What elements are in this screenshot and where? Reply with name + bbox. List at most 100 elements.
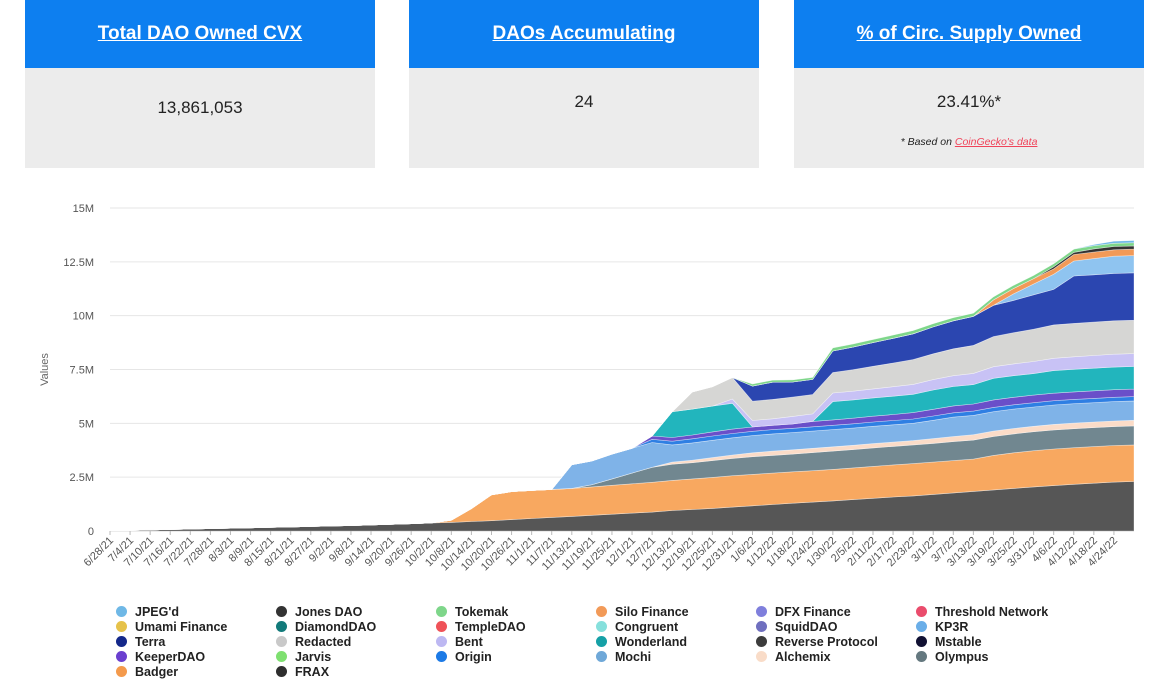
legend-label: Mochi <box>615 649 652 664</box>
stacked-area-chart: 0 2.5M 5M 7.5M 10M 12.5M 15M 6/28/217/4/217/10… <box>39 203 1135 573</box>
stat-card-circ-supply: % of Circ. Supply Owned 23.41%* * Based … <box>794 0 1144 168</box>
total-cvx-value: 13,861,053 <box>157 98 243 117</box>
legend-label: Jones DAO <box>295 604 363 619</box>
legend-label: Jarvis <box>295 649 332 664</box>
legend-item-jpeg-d[interactable]: JPEG'd <box>116 604 179 619</box>
legend-swatch <box>756 621 767 632</box>
daos-accumulating-title-link[interactable]: DAOs Accumulating <box>492 23 676 44</box>
y-axis-label: Values <box>39 353 51 386</box>
legend-label: Terra <box>135 634 166 649</box>
legend-label: Origin <box>455 649 492 664</box>
x-axis: 6/28/217/4/217/10/217/16/217/22/217/28/2… <box>82 531 1120 573</box>
legend-swatch <box>916 651 927 662</box>
legend-swatch <box>436 636 447 647</box>
legend-swatch <box>596 606 607 617</box>
circ-supply-value: 23.41%* <box>936 92 1002 111</box>
legend-label: Threshold Network <box>935 604 1049 619</box>
legend-label: KeeperDAO <box>135 649 206 664</box>
legend-swatch <box>596 636 607 647</box>
legend-label: Umami Finance <box>135 619 228 634</box>
y-tick-label: 10M <box>73 311 94 323</box>
legend-swatch <box>916 606 927 617</box>
legend-swatch <box>916 636 927 647</box>
total-cvx-title-link[interactable]: Total DAO Owned CVX <box>97 23 303 44</box>
legend-swatch <box>276 651 287 662</box>
stat-card-header: % of Circ. Supply Owned <box>794 0 1144 68</box>
stat-card-header: Total DAO Owned CVX <box>25 0 375 68</box>
legend-swatch <box>596 651 607 662</box>
legend-label: Tokemak <box>455 604 509 619</box>
legend-item-jarvis[interactable]: Jarvis <box>276 649 331 664</box>
legend-swatch <box>436 651 447 662</box>
y-tick-label: 12.5M <box>63 257 94 269</box>
legend-label: SquidDAO <box>775 619 838 634</box>
legend-item-mochi[interactable]: Mochi <box>596 649 651 664</box>
stat-card-daos-accumulating: DAOs Accumulating 24 <box>409 0 759 168</box>
legend-swatch <box>116 651 127 662</box>
legend-swatch <box>276 636 287 647</box>
legend-label: Congruent <box>615 619 679 634</box>
legend-label: FRAX <box>295 664 330 679</box>
legend-item-badger[interactable]: Badger <box>116 664 178 679</box>
legend-item-alchemix[interactable]: Alchemix <box>756 649 831 664</box>
legend-swatch <box>756 651 767 662</box>
circ-supply-note-prefix: * Based on <box>900 136 955 148</box>
legend-item-jones-dao[interactable]: Jones DAO <box>276 604 362 619</box>
circ-supply-note: * Based on CoinGecko's data <box>794 136 1144 148</box>
legend-item-umami-finance[interactable]: Umami Finance <box>116 619 227 634</box>
legend-item-origin[interactable]: Origin <box>436 649 492 664</box>
legend-swatch <box>436 621 447 632</box>
legend-item-redacted[interactable]: Redacted <box>276 634 351 649</box>
y-tick-label: 15M <box>73 203 94 215</box>
legend-item-keeperdao[interactable]: KeeperDAO <box>116 649 205 664</box>
legend-label: Badger <box>135 664 179 679</box>
legend-swatch <box>596 621 607 632</box>
legend-swatch <box>436 606 447 617</box>
stat-card-header: DAOs Accumulating <box>409 0 759 68</box>
circ-supply-title-link[interactable]: % of Circ. Supply Owned <box>856 23 1082 44</box>
y-tick-label: 5M <box>79 418 94 430</box>
legend-label: Redacted <box>295 634 352 649</box>
legend-swatch <box>116 606 127 617</box>
legend-item-templedao[interactable]: TempleDAO <box>436 619 526 634</box>
legend-item-silo-finance[interactable]: Silo Finance <box>596 604 689 619</box>
stat-card-total-cvx: Total DAO Owned CVX 13,861,053 <box>25 0 375 168</box>
legend-label: DiamondDAO <box>295 619 377 634</box>
legend-swatch <box>916 621 927 632</box>
legend-item-tokemak[interactable]: Tokemak <box>436 604 508 619</box>
legend-swatch <box>756 606 767 617</box>
legend-item-terra[interactable]: Terra <box>116 634 165 649</box>
legend-label: Reverse Protocol <box>775 634 878 649</box>
legend-item-kp3r[interactable]: KP3R <box>916 619 968 634</box>
coingecko-link[interactable]: CoinGecko's data <box>954 136 1038 148</box>
area-series-jpeg-d[interactable] <box>109 240 1135 531</box>
legend-item-bent[interactable]: Bent <box>436 634 483 649</box>
gridlines <box>110 207 1134 532</box>
legend-label: Wonderland <box>615 634 687 649</box>
legend-swatch <box>116 621 127 632</box>
area-series-layer <box>109 240 1135 532</box>
legend-swatch <box>276 606 287 617</box>
legend-item-frax[interactable]: FRAX <box>276 664 329 679</box>
legend-item-congruent[interactable]: Congruent <box>596 619 678 634</box>
legend-label: Alchemix <box>775 649 831 664</box>
legend-item-squiddao[interactable]: SquidDAO <box>756 619 838 634</box>
legend-swatch <box>756 636 767 647</box>
legend-item-threshold-network[interactable]: Threshold Network <box>916 604 1048 619</box>
y-tick-label: 7.5M <box>70 365 94 377</box>
legend-swatch <box>276 621 287 632</box>
legend-label: Silo Finance <box>615 604 689 619</box>
legend-label: TempleDAO <box>455 619 526 634</box>
legend-item-wonderland[interactable]: Wonderland <box>596 634 687 649</box>
legend-label: JPEG'd <box>135 604 179 619</box>
legend-item-diamonddao[interactable]: DiamondDAO <box>276 619 376 634</box>
legend-item-olympus[interactable]: Olympus <box>916 649 989 664</box>
daos-accumulating-value: 24 <box>574 92 594 111</box>
legend-label: KP3R <box>935 619 969 634</box>
legend-item-mstable[interactable]: Mstable <box>916 634 982 649</box>
legend-label: Olympus <box>935 649 989 664</box>
legend-swatch <box>116 636 127 647</box>
y-tick-label: 2.5M <box>70 472 94 484</box>
legend-item-reverse-protocol[interactable]: Reverse Protocol <box>756 634 878 649</box>
legend-item-dfx-finance[interactable]: DFX Finance <box>756 604 851 619</box>
